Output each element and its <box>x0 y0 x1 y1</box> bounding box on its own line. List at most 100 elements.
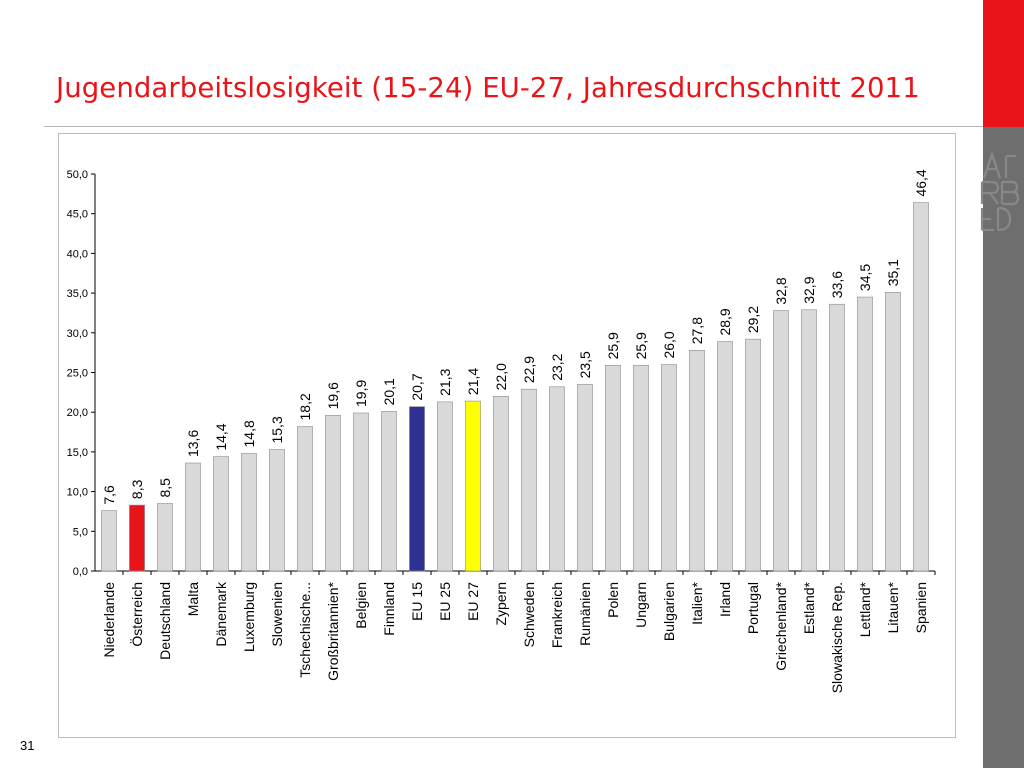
bar <box>465 400 481 572</box>
y-tick-label: 0,0 <box>73 566 88 578</box>
category-label: Slowakische Rep. <box>829 582 845 693</box>
y-tick-label: 40,0 <box>67 248 88 260</box>
category-label: Schweden <box>521 582 537 647</box>
category-label: Österreich <box>128 582 145 647</box>
category-label: Polen <box>605 582 621 618</box>
bar-chart: 0,0 5,0 10,0 15,0 20,0 25,0 30,0 35,0 40,0 45,0 50… <box>67 169 936 693</box>
bar <box>829 303 845 572</box>
bar <box>885 292 901 572</box>
category-label: Bulgarien <box>661 582 677 641</box>
y-tick-label: 25,0 <box>67 368 88 380</box>
bar <box>409 406 425 572</box>
data-label: 15,3 <box>269 416 285 443</box>
bar <box>437 401 453 572</box>
data-label: 14,4 <box>213 423 229 450</box>
category-label: Estland* <box>801 581 817 634</box>
bar <box>549 386 565 572</box>
category-label: EU 15 <box>409 582 425 621</box>
bar <box>745 338 761 572</box>
bar <box>521 388 537 572</box>
data-label: 22,9 <box>521 356 537 383</box>
data-label: 33,6 <box>829 271 845 298</box>
title-divider <box>44 126 983 127</box>
y-tick-label: 20,0 <box>67 407 88 419</box>
category-label: Rumänien <box>577 582 593 646</box>
data-label: 25,9 <box>633 332 649 359</box>
category-label: Griechenland* <box>773 581 789 670</box>
bar <box>297 426 313 572</box>
category-label: Belgien <box>353 582 369 629</box>
category-label: Italien* <box>689 581 705 624</box>
data-label: 23,5 <box>577 351 593 378</box>
category-label: Großbritannien* <box>325 581 341 680</box>
category-label: EU 25 <box>437 582 453 621</box>
bar <box>241 453 257 572</box>
category-label: Niederlande <box>101 582 117 658</box>
data-label: 22,0 <box>493 363 509 390</box>
page-number: 31 <box>20 738 35 753</box>
slide-title: Jugendarbeitslosigkeit (15-24) EU-27, Ja… <box>56 72 920 104</box>
category-label: Finnland <box>381 582 397 636</box>
data-label: 32,9 <box>801 276 817 303</box>
y-tick-label: 10,0 <box>67 487 88 499</box>
category-label: Ungarn <box>633 582 649 628</box>
bar <box>773 310 789 572</box>
category-label: Portugal <box>745 582 761 634</box>
bar <box>689 349 705 572</box>
data-label: 27,8 <box>689 317 705 344</box>
bar <box>185 462 201 572</box>
bar <box>857 296 873 572</box>
data-label: 21,4 <box>465 368 481 395</box>
bar <box>633 365 649 572</box>
category-label: Lettland* <box>857 581 873 637</box>
data-label: 7,6 <box>101 485 117 505</box>
bar <box>577 384 593 572</box>
category-label: Malta <box>185 582 201 616</box>
category-label: Dänemark <box>213 581 229 647</box>
bar <box>493 396 509 572</box>
data-label: 28,9 <box>717 308 733 335</box>
category-label: Slowenien <box>269 582 285 647</box>
bar <box>913 202 929 572</box>
data-label: 8,5 <box>157 478 173 498</box>
category-label: Litauen* <box>885 581 901 633</box>
y-tick-label: 15,0 <box>67 447 88 459</box>
y-tick-label: 30,0 <box>67 328 88 340</box>
bar <box>101 510 117 572</box>
data-label: 20,1 <box>381 378 397 405</box>
category-label: Spanien <box>913 582 929 633</box>
bar <box>325 415 341 572</box>
chart-frame: 0,0 5,0 10,0 15,0 20,0 25,0 30,0 35,0 40,0 45,0 50… <box>58 133 956 738</box>
y-tick-label: 50,0 <box>67 169 88 181</box>
data-label: 20,7 <box>409 373 425 400</box>
bar <box>381 411 397 572</box>
category-label: Frankreich <box>549 582 565 648</box>
category-label: Tschechische... <box>297 582 313 678</box>
y-tick-label: 5,0 <box>73 526 88 538</box>
data-label: 19,6 <box>325 382 341 409</box>
data-label: 29,2 <box>745 306 761 333</box>
data-label: 35,1 <box>885 259 901 286</box>
side-accent-bar <box>983 0 1024 768</box>
category-label: Irland <box>717 582 733 617</box>
y-tick-label: 45,0 <box>67 209 88 221</box>
data-label: 26,0 <box>661 331 677 358</box>
y-tick-label: 35,0 <box>67 288 88 300</box>
data-label: 18,2 <box>297 393 313 420</box>
category-label: EU 27 <box>465 582 481 621</box>
data-label: 34,5 <box>857 264 873 291</box>
forba-logo <box>980 150 1020 232</box>
bar <box>801 309 817 572</box>
bar <box>661 364 677 572</box>
category-label: Zypern <box>493 582 509 626</box>
bar <box>353 412 369 572</box>
data-label: 14,8 <box>241 420 257 447</box>
data-label: 25,9 <box>605 332 621 359</box>
bar <box>157 503 173 572</box>
category-label: Luxemburg <box>241 582 257 652</box>
data-label: 46,4 <box>913 169 929 196</box>
bar <box>605 365 621 572</box>
data-label: 19,9 <box>353 380 369 407</box>
side-accent-red-block <box>983 0 1024 127</box>
bar <box>269 449 285 572</box>
